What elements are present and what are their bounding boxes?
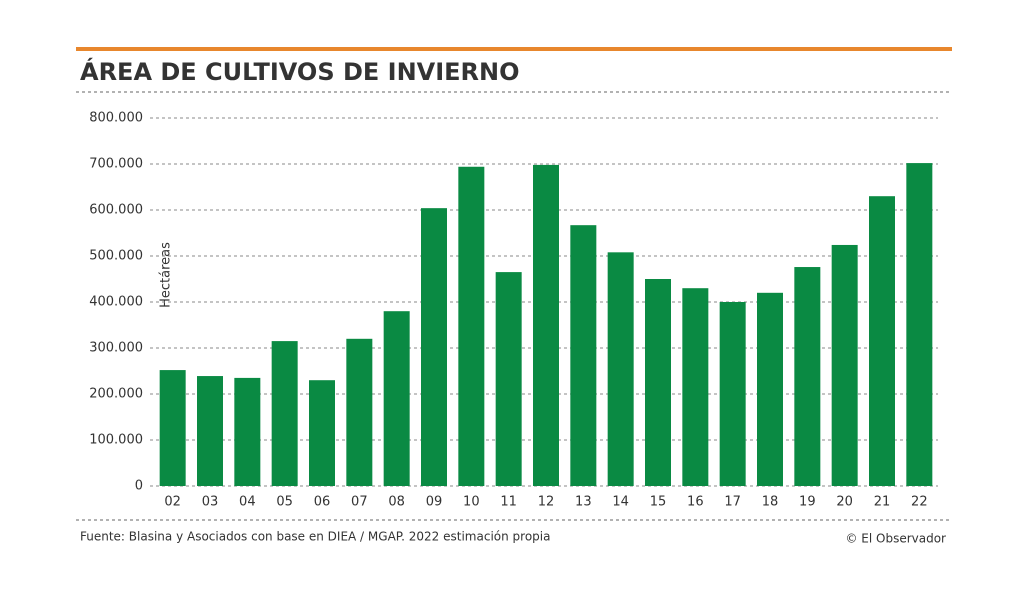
bar <box>794 267 821 486</box>
x-tick-label: 14 <box>612 495 629 510</box>
y-tick-label: 500.000 <box>89 249 143 264</box>
x-tick-label: 21 <box>874 495 891 510</box>
x-tick-label: 22 <box>911 495 928 510</box>
x-tick-label: 11 <box>500 495 517 510</box>
bar <box>271 341 298 486</box>
y-tick-label: 400.000 <box>89 295 143 310</box>
x-tick-label: 10 <box>463 495 480 510</box>
y-tick-label: 0 <box>135 479 143 494</box>
bar <box>421 208 447 486</box>
x-tick-label: 13 <box>575 495 592 510</box>
bar <box>533 164 559 487</box>
y-tick-label: 100.000 <box>89 433 143 448</box>
source: Fuente: Blasina y Asociados con base en … <box>80 530 550 544</box>
x-tick-label: 03 <box>202 495 219 510</box>
y-tick-label: 700.000 <box>89 157 143 172</box>
x-tick-label: 20 <box>836 495 853 510</box>
x-tick-label: 05 <box>276 495 293 510</box>
y-tick-label: 300.000 <box>89 341 143 356</box>
y-tick-label: 200.000 <box>89 387 143 402</box>
x-tick-label: 12 <box>538 495 555 510</box>
bar <box>159 370 186 486</box>
credit: © El Observador <box>845 532 946 546</box>
x-tick-label: 04 <box>239 495 256 510</box>
x-tick-label: 16 <box>687 495 704 510</box>
x-tick-label: 19 <box>799 495 816 510</box>
bar <box>234 377 261 486</box>
x-tick-label: 06 <box>314 495 331 510</box>
bar <box>607 252 634 486</box>
y-axis-label: Hectáreas <box>159 242 174 308</box>
x-tick-label: 09 <box>426 495 443 510</box>
x-tick-label: 17 <box>724 495 741 510</box>
bar <box>831 244 858 486</box>
bar <box>197 376 223 486</box>
bar <box>346 338 373 486</box>
bar <box>719 302 746 486</box>
bar <box>458 166 485 486</box>
bar <box>645 279 671 486</box>
bar <box>757 292 783 486</box>
bar <box>570 225 597 486</box>
bar <box>682 288 709 486</box>
y-tick-label: 800.000 <box>89 111 143 126</box>
y-tick-label: 600.000 <box>89 203 143 218</box>
bar <box>869 196 895 486</box>
bar <box>495 272 522 486</box>
x-tick-label: 02 <box>164 495 181 510</box>
bar <box>383 311 410 486</box>
x-tick-label: 07 <box>351 495 368 510</box>
chart-title: ÁREA DE CULTIVOS DE INVIERNO <box>80 57 520 86</box>
bar <box>906 163 933 486</box>
x-tick-label: 08 <box>388 495 405 510</box>
x-tick-label: 15 <box>650 495 667 510</box>
x-tick-label: 18 <box>762 495 779 510</box>
bar <box>309 380 335 486</box>
